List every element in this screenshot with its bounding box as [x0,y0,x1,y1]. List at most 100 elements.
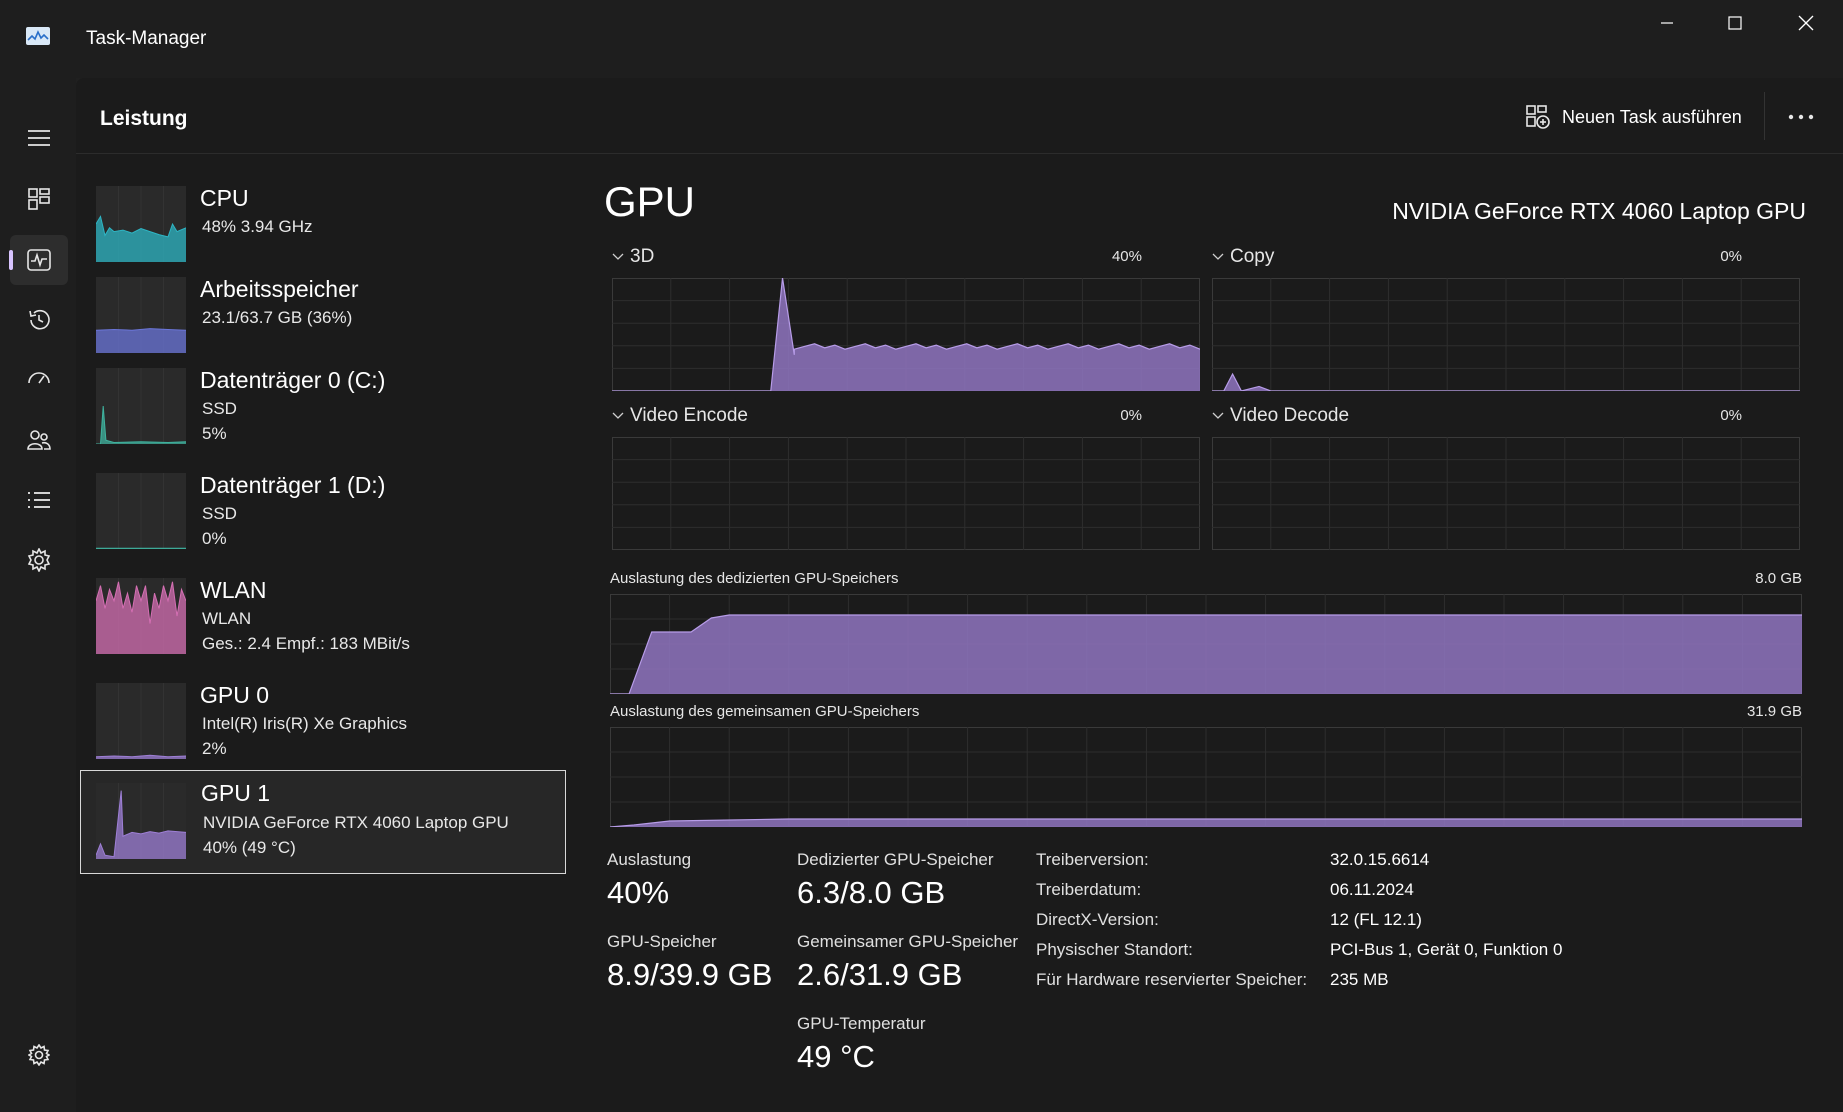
property-value: PCI-Bus 1, Gerät 0, Funktion 0 [1330,940,1563,959]
device-thumbnail-memory [96,277,186,353]
device-subtitle: NVIDIA GeForce RTX 4060 Laptop GPU [203,813,509,832]
device-subtitle: WLAN [202,609,252,628]
device-subtitle: 48% 3.94 GHz [202,217,313,236]
device-title: Datenträger 0 (C:) [200,367,386,393]
chevron-down-icon [1212,412,1224,419]
device-gpu-1[interactable]: GPU 1 NVIDIA GeForce RTX 4060 Laptop GPU… [80,770,566,874]
engine-percent: 0% [1720,407,1742,424]
maximize-button[interactable] [1700,0,1770,46]
device-usage: 2% [202,739,227,758]
gpu-model-name: NVIDIA GeForce RTX 4060 Laptop GPU [1392,198,1806,224]
graph-shared-memory [610,727,1802,827]
device-subtitle: SSD [202,504,237,523]
minimize-button[interactable] [1632,0,1702,46]
nav-users[interactable] [10,415,68,465]
device-title: CPU [200,185,249,211]
shared-memory-label: Auslastung des gemeinsamen GPU-Speichers [610,703,920,720]
minimize-icon [1661,22,1673,24]
property-key: Für Hardware reservierter Speicher: [1036,970,1308,989]
device-gpu-0[interactable]: GPU 0 Intel(R) Iris(R) Xe Graphics 2% [80,673,566,777]
device-usage: 5% [202,424,227,443]
utilization-label: Auslastung [607,850,692,869]
main-panel: Leistung Neuen Task ausführen CPU 48% 3.… [76,78,1843,1112]
chevron-down-icon [612,412,624,419]
device-thumbnail-disk-1 [96,473,186,549]
utilization-value: 40% [607,875,670,910]
title-bar: Task-Manager [0,0,1843,78]
device-title: GPU 1 [201,780,271,806]
device-thumbnail-disk-0 [96,368,186,444]
usage-line [610,614,1802,694]
device-subtitle: Intel(R) Iris(R) Xe Graphics [202,714,407,733]
thumbnail-line [96,754,186,758]
device-subtitle: 23.1/63.7 GB (36%) [202,308,353,327]
navigation-rail [0,78,76,1112]
chevron-down-icon [612,253,624,260]
services-icon [27,548,51,572]
graph-dedicated-memory [610,594,1802,694]
device-memory[interactable]: Arbeitsspeicher 23.1/63.7 GB (36%) [80,267,566,371]
startup-apps-icon [28,372,50,384]
processes-icon [28,188,50,210]
device-wlan[interactable]: WLAN WLAN Ges.: 2.4 Empf.: 183 MBit/s [80,568,566,672]
thumbnail-area [96,581,186,654]
device-cpu[interactable]: CPU 48% 3.94 GHz [80,176,566,280]
more-options-icon [1788,114,1814,120]
nav-performance[interactable] [9,235,68,285]
engine-percent: 40% [1111,248,1142,265]
device-usage: 0% [202,529,227,548]
new-task-icon [1526,105,1550,129]
property-value: 32.0.15.6614 [1330,850,1430,869]
engine-selector-video-decode[interactable]: Video Decode [1212,405,1349,427]
gpu-memory-label: GPU-Speicher [607,932,717,951]
gpu-memory-value: 8.9/39.9 GB [607,957,773,992]
thumbnail-area [96,216,186,262]
device-thumbnail-wlan [96,578,186,654]
close-button[interactable] [1771,0,1841,46]
run-new-task-button[interactable]: Neuen Task ausführen [1526,98,1742,136]
device-title: WLAN [200,577,267,603]
nav-details[interactable] [10,475,68,525]
property-value: 06.11.2024 [1330,880,1414,899]
engine-label: Copy [1230,246,1275,267]
nav-settings[interactable] [10,1030,68,1080]
usage-area [610,615,1802,694]
engine-selector-video-encode[interactable]: Video Encode [612,405,748,427]
nav-startup-apps[interactable] [10,355,68,405]
run-new-task-label: Neuen Task ausführen [1562,106,1742,127]
property-key: DirectX-Version: [1036,910,1159,929]
device-disk-1[interactable]: Datenträger 1 (D:) SSD 0% [80,463,566,567]
usage-line [612,278,1200,391]
dedicated-memory-max: 8.0 GB [1755,570,1802,587]
nav-services[interactable] [10,535,68,585]
performance-icon [27,249,51,271]
engine-label: 3D [630,246,655,267]
graph-video-encode [612,437,1200,550]
shared-memory-stat-label: Gemeinsamer GPU-Speicher [797,932,1019,951]
property-key: Treiberversion: [1036,850,1149,869]
nav-app-history[interactable] [10,295,68,345]
hamburger-menu-button[interactable] [10,113,68,163]
usage-area [610,819,1802,827]
hamburger-menu-icon [28,130,50,146]
device-disk-0[interactable]: Datenträger 0 (C:) SSD 5% [80,358,566,462]
device-title: Arbeitsspeicher [200,276,359,302]
shared-memory-stat-value: 2.6/31.9 GB [797,957,963,992]
device-subtitle: SSD [202,399,237,418]
engine-percent: 0% [1720,248,1742,265]
engine-selector-3d[interactable]: 3D [612,246,654,268]
thumbnail-area [96,406,186,444]
header-separator [1764,92,1765,140]
engine-selector-copy[interactable]: Copy [1212,246,1274,268]
device-thumbnail-cpu [96,186,186,262]
users-icon [27,430,51,450]
engine-label: Video Encode [630,405,748,426]
dedicated-memory-stat-label: Dedizierter GPU-Speicher [797,850,994,869]
chevron-down-icon [1212,253,1224,260]
gpu-temperature-value: 49 °C [797,1039,875,1074]
nav-processes[interactable] [10,174,68,224]
close-icon [1798,15,1814,31]
engine-label: Video Decode [1230,405,1350,426]
more-options-button[interactable] [1776,100,1826,134]
usage-area [612,278,1200,391]
